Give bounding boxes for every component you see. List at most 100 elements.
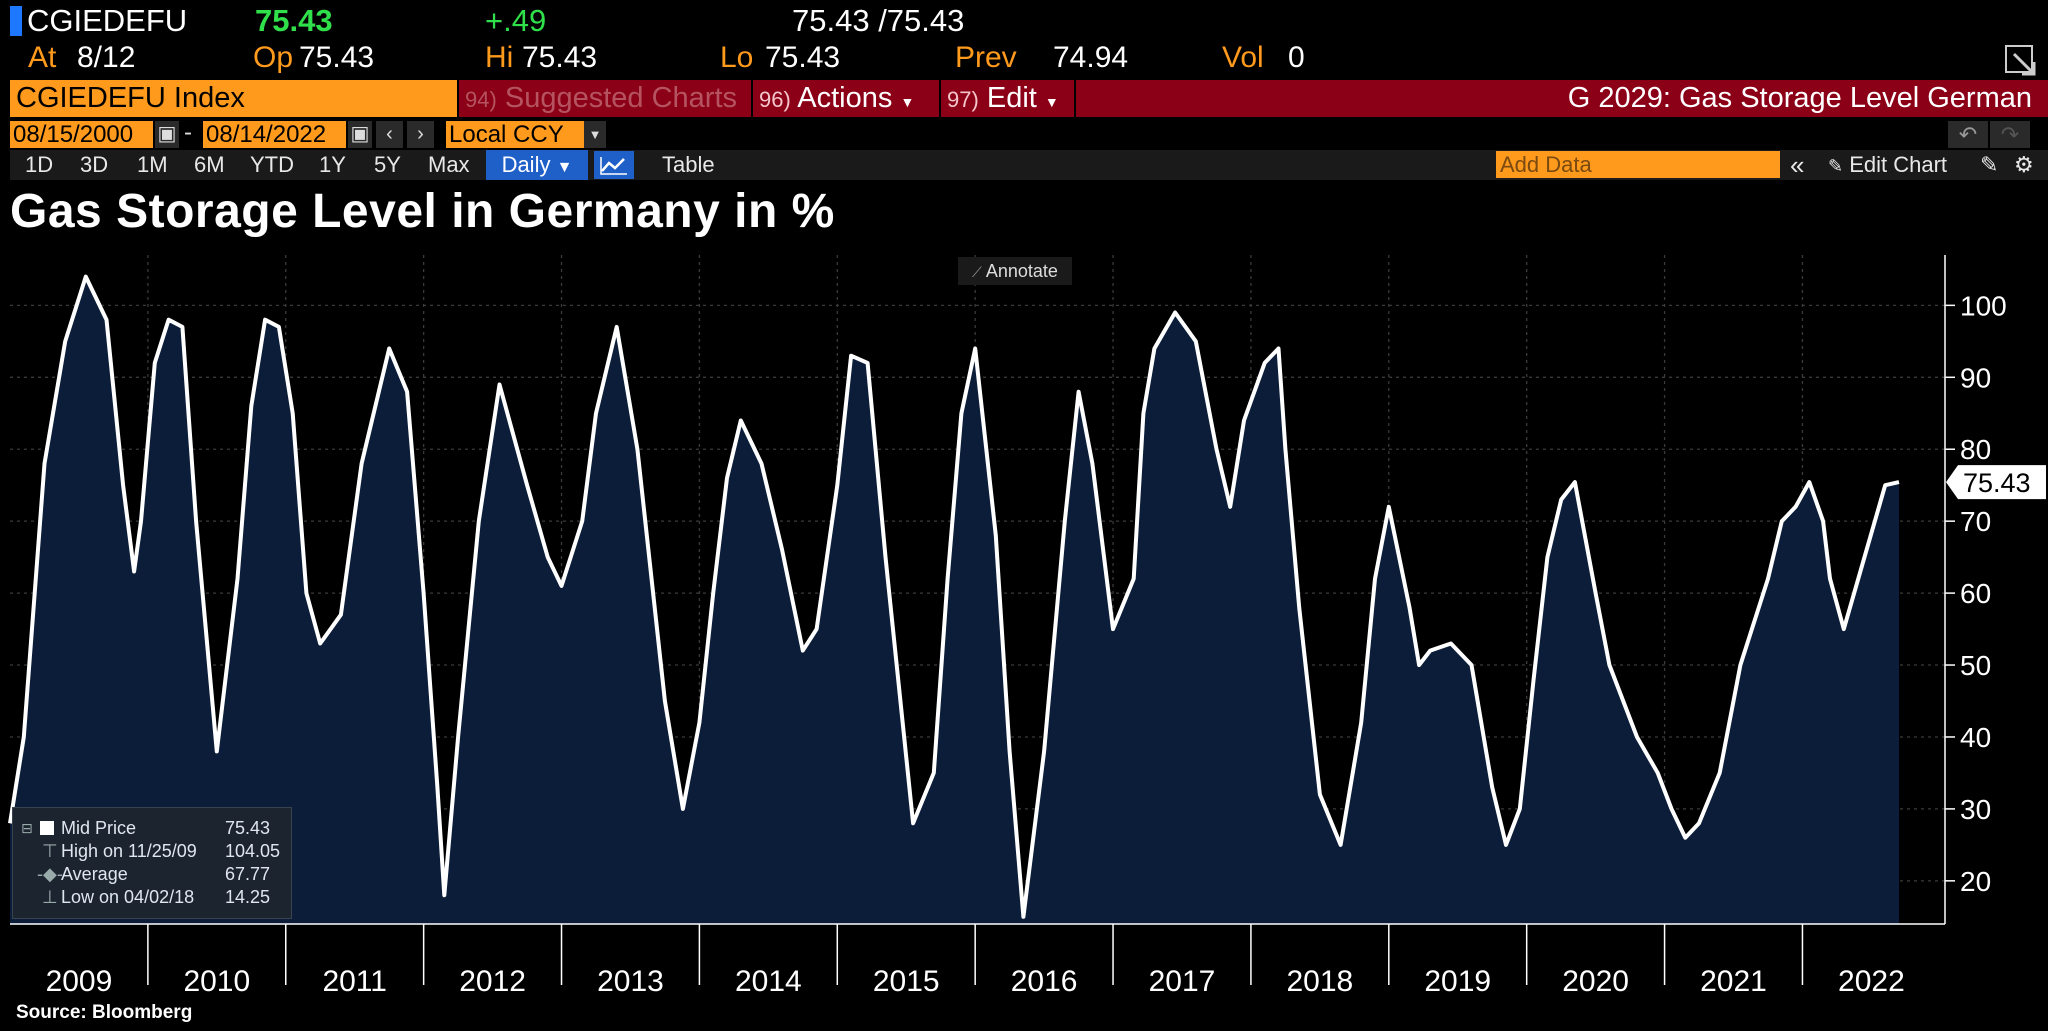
frequency-caret-icon: ▼ [556, 159, 573, 176]
legend-row-average: -◆- Average 67.77 [13, 863, 291, 885]
x-tick-label-2010: 2010 [183, 965, 250, 998]
range-toolbar: 1D 3D 1M 6M YTD 1Y 5Y Max Daily ▼ Table … [10, 150, 2048, 180]
range-1d[interactable]: 1D [25, 152, 54, 177]
low-value: 75.43 [765, 41, 841, 74]
actions-label: Actions [797, 82, 893, 114]
end-calendar-icon[interactable]: ▣ [348, 121, 372, 148]
range-1m[interactable]: 1M [137, 152, 168, 177]
legend-label-mid-price: Mid Price [61, 818, 137, 838]
edit-number: 97) [947, 87, 979, 112]
prev-value: 74.94 [1053, 41, 1129, 74]
suggested-charts-label: Suggested Charts [504, 82, 738, 114]
suggested-charts-button[interactable]: 94) Suggested Charts [459, 80, 751, 117]
function-title: G 2029: Gas Storage Level German [1076, 80, 2048, 117]
chart-settings-icon[interactable]: ✎ [1980, 152, 1999, 177]
collapse-legend-icon[interactable]: ⊟ [21, 820, 33, 836]
x-tick-label-2016: 2016 [1011, 965, 1078, 998]
frequency-select[interactable]: Daily ▼ [486, 150, 588, 180]
date-separator: - [184, 119, 192, 146]
currency-select[interactable]: Local CCY [446, 121, 584, 148]
at-value: 8/12 [77, 41, 136, 74]
range-6m[interactable]: 6M [194, 152, 225, 177]
x-tick-label-2021: 2021 [1700, 965, 1767, 998]
legend-box: ⊟ Mid Price 75.43 ⊤ High on 11/25/09 104… [12, 807, 292, 919]
legend-value-low: 14.25 [225, 887, 271, 907]
legend-row-low: ⊥ Low on 04/02/18 14.25 [13, 886, 291, 908]
chart-title: Gas Storage Level in Germany in % [10, 185, 835, 238]
edit-chart-button[interactable]: ✎ Edit Chart [1828, 150, 1947, 180]
x-tick-label-2011: 2011 [322, 965, 387, 998]
edit-chart-label: Edit Chart [1849, 152, 1948, 177]
y-tick-label-50: 50 [1960, 650, 1991, 681]
last-value-tag-shape [1946, 465, 2046, 500]
average-marker-icon: -◆- [37, 864, 63, 884]
title-bar: CGIEDEFU Index 94) Suggested Charts 96) … [10, 80, 2048, 117]
last-price: 75.43 [255, 3, 333, 38]
high-label: Hi [485, 41, 514, 74]
gear-icon[interactable]: ⚙ [2014, 152, 2034, 177]
y-tick-label-70: 70 [1960, 506, 1991, 537]
start-calendar-icon[interactable]: ▣ [155, 121, 179, 148]
range-1y[interactable]: 1Y [319, 152, 346, 177]
volume-label: Vol [1222, 41, 1264, 74]
currency-caret-icon[interactable]: ▼ [584, 121, 606, 148]
annotate-button[interactable]: ⟋ Annotate [958, 257, 1072, 285]
start-date-field[interactable]: 08/15/2000 [10, 121, 153, 148]
legend-value-average: 67.77 [225, 864, 271, 884]
actions-caret-icon: ▼ [900, 94, 915, 110]
x-tick-label-2013: 2013 [597, 965, 664, 998]
x-tick-label-2012: 2012 [459, 965, 526, 998]
ticker-symbol: CGIEDEFU [27, 3, 188, 38]
edit-menu[interactable]: 97) Edit ▼ [941, 80, 1074, 117]
legend-value-mid-price: 75.43 [225, 818, 271, 838]
range-max[interactable]: Max [428, 152, 470, 177]
actions-menu[interactable]: 96) Actions ▼ [753, 80, 939, 117]
low-marker-icon: ⊥ [42, 887, 58, 907]
ticker-color-marker [10, 6, 22, 36]
next-period-icon[interactable]: › [407, 121, 434, 148]
prev-period-icon[interactable]: ‹ [376, 121, 403, 148]
popout-icon[interactable] [2004, 44, 2038, 78]
x-tick-label-2014: 2014 [735, 965, 802, 998]
add-data-input[interactable]: Add Data [1496, 151, 1780, 178]
bid-ask: 75.43 /75.43 [792, 3, 965, 38]
suggested-charts-number: 94) [465, 87, 497, 112]
last-value-tag: 75.43 [1946, 465, 2046, 500]
x-tick-label-2009: 2009 [46, 965, 113, 998]
y-tick-label-20: 20 [1960, 866, 1991, 897]
y-tick-label-60: 60 [1960, 578, 1991, 609]
high-value: 75.43 [522, 41, 598, 74]
range-5y[interactable]: 5Y [374, 152, 401, 177]
x-tick-label-2020: 2020 [1562, 965, 1629, 998]
line-chart-icon[interactable] [594, 151, 634, 179]
series-line [8, 274, 1900, 919]
range-3d[interactable]: 3D [80, 152, 109, 177]
y-tick-label-80: 80 [1960, 434, 1991, 465]
index-field[interactable]: CGIEDEFU Index [10, 80, 457, 117]
open-label: Op [253, 41, 294, 74]
end-date-field[interactable]: 08/14/2022 [203, 121, 346, 148]
frequency-label: Daily [501, 152, 551, 177]
legend-label-low: Low on 04/02/18 [61, 887, 195, 907]
legend-label-average: Average [61, 864, 128, 884]
edit-label: Edit [986, 82, 1037, 114]
range-ytd[interactable]: YTD [250, 152, 294, 177]
series-area [10, 276, 1899, 925]
actions-number: 96) [759, 87, 791, 112]
y-tick-label-40: 40 [1960, 722, 1991, 753]
table-button[interactable]: Table [662, 152, 715, 177]
x-tick-label-2019: 2019 [1424, 965, 1491, 998]
collapse-icon[interactable]: « [1790, 150, 1805, 180]
pencil-icon: ✎ [1828, 156, 1844, 176]
source-note: Source: Bloomberg [16, 1002, 193, 1023]
redo-icon[interactable]: ↷ [1990, 121, 2030, 148]
edit-caret-icon: ▼ [1044, 94, 1059, 110]
annotate-icon: ⟋ [972, 264, 982, 280]
legend-row-high: ⊤ High on 11/25/09 104.05 [13, 840, 291, 862]
at-label: At [28, 41, 57, 74]
mid-price-swatch [40, 821, 54, 835]
y-axis-ticks: 20 30 40 50 60 70 80 90 100 [1945, 290, 2007, 897]
legend-value-high: 104.05 [225, 841, 281, 861]
undo-icon[interactable]: ↶ [1948, 121, 1988, 148]
